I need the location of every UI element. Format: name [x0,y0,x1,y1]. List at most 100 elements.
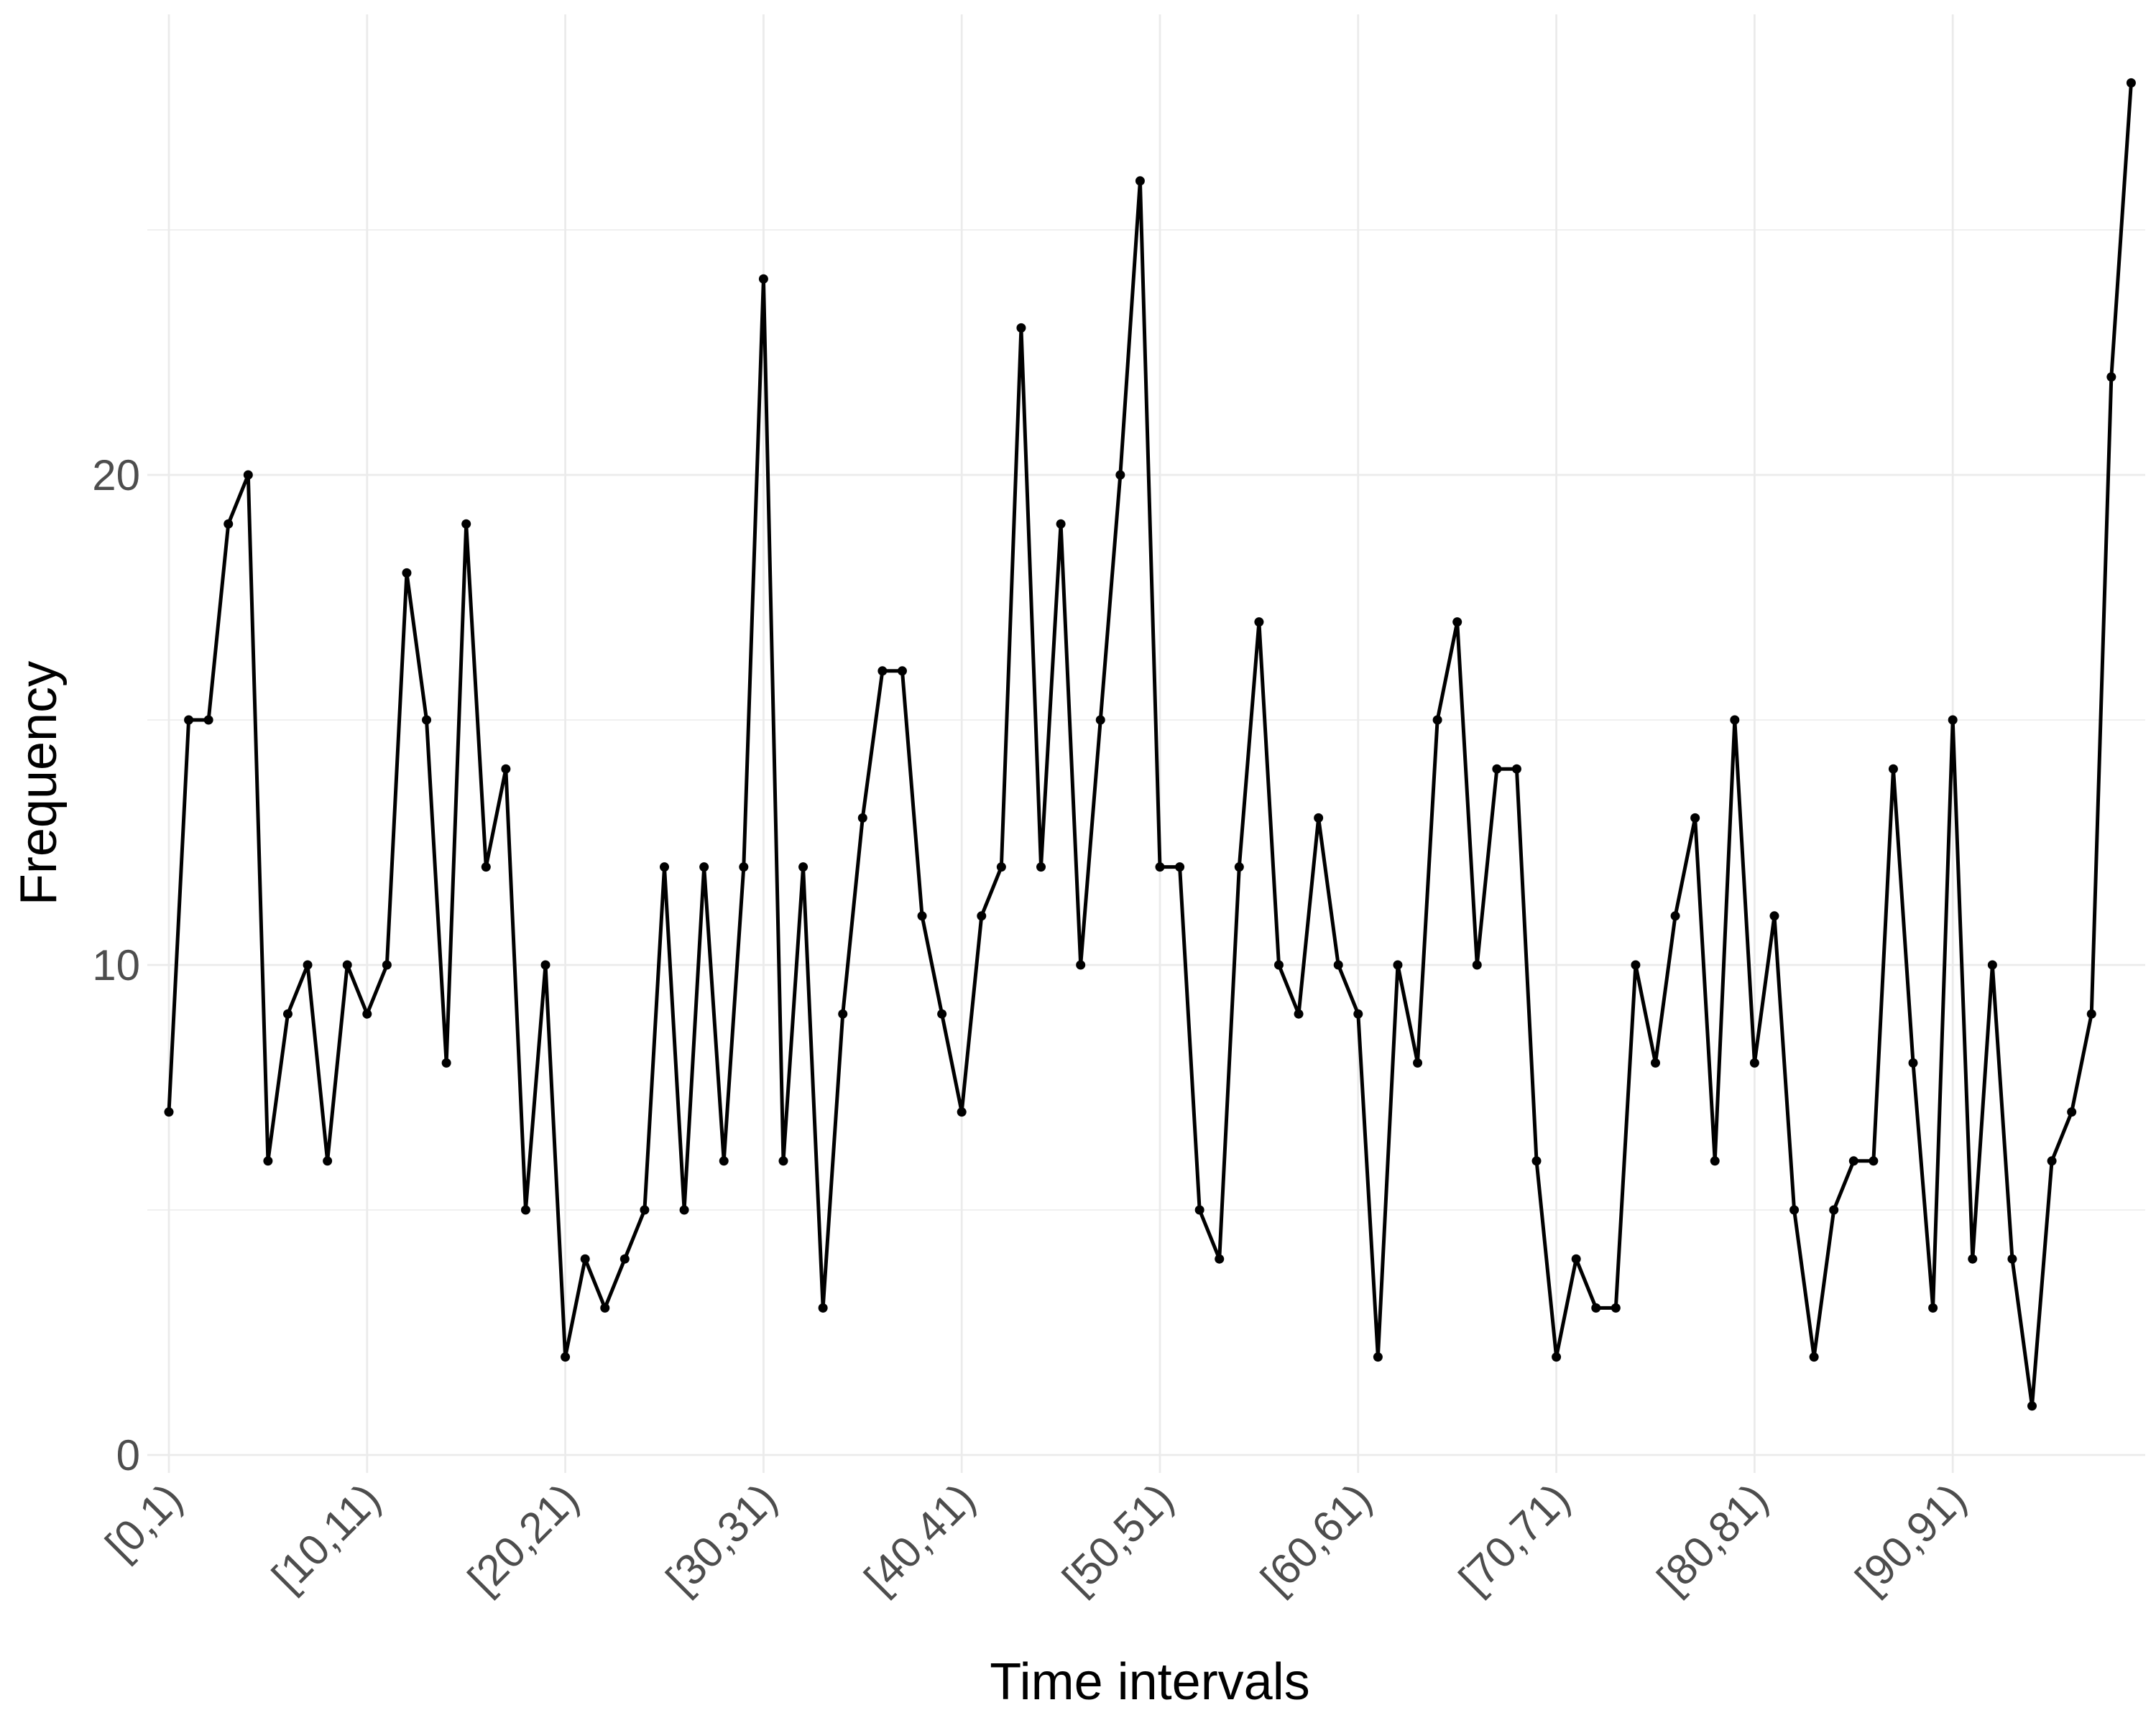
x-tick-label: [80,81) [1648,1474,1777,1603]
data-point [917,911,927,921]
data-point [897,666,907,676]
data-point [1413,1058,1423,1068]
data-point [1571,1254,1581,1264]
data-point [1333,960,1343,970]
data-point [1809,1352,1819,1362]
data-point [402,568,412,578]
data-point [778,1156,788,1166]
data-point [1353,1009,1363,1019]
data-point [540,960,550,970]
data-point [1472,960,1482,970]
data-point [640,1205,650,1215]
x-tick-label: [60,61) [1252,1474,1381,1603]
data-point [660,862,669,872]
x-tick-label: [30,31) [657,1474,786,1603]
data-point [1452,617,1462,627]
data-point [203,715,213,725]
data-point [818,1303,828,1313]
x-axis-title: Time intervals [990,1653,1309,1711]
data-point [520,1205,530,1215]
data-point [1215,1254,1225,1264]
data-point [2027,1401,2037,1411]
data-point [323,1156,333,1166]
data-point [2067,1107,2077,1117]
x-tick-label: [10,11) [263,1474,390,1601]
data-point [619,1254,630,1264]
data-point [362,1009,372,1019]
data-point [1076,960,1086,970]
data-point [1036,862,1046,872]
data-point [977,911,987,921]
data-point [1591,1303,1601,1313]
data-point [1552,1352,1562,1362]
data-point [739,862,749,872]
data-point [719,1156,729,1166]
data-point [1651,1058,1660,1068]
data-point [1254,617,1264,627]
x-axis-ticks: [0,1) [10,11) [20,21) [30,31) [40,41) [50,51)… [96,1474,1975,1603]
data-point [1670,911,1680,921]
x-tick-label: [40,41) [855,1474,984,1603]
data-point [1016,323,1026,333]
data-point [1690,813,1700,823]
data-point [1928,1303,1938,1313]
data-point [461,519,471,529]
data-point [957,1107,967,1117]
data-point [798,862,808,872]
x-tick-label: [0,1) [96,1474,191,1569]
data-point [1749,1058,1759,1068]
grid [147,14,2145,1473]
data-point [224,519,234,529]
x-tick-label: [50,51) [1054,1474,1182,1603]
data-point [1175,862,1185,872]
data-point [1848,1156,1858,1166]
x-tick-label: [90,91) [1846,1474,1975,1603]
data-point [2086,1009,2096,1019]
data-point [1294,1009,1304,1019]
data-point [1888,764,1898,774]
data-point [1492,764,1502,774]
data-point [1611,1303,1621,1313]
data-point [2007,1254,2017,1264]
data-point [1829,1205,1839,1215]
data-point [342,960,352,970]
data-point [600,1303,610,1313]
data-point [1631,960,1641,970]
data-point [1908,1058,1918,1068]
data-point [184,715,194,725]
data-point [996,862,1006,872]
series-layer [164,78,2136,1411]
data-point [243,470,253,480]
data-point [1730,715,1740,725]
data-point [1393,960,1403,970]
data-point [1373,1352,1383,1362]
y-axis-ticks: 0 10 20 [92,451,140,1479]
data-point [1314,813,1324,823]
y-tick-label: 10 [92,941,140,989]
data-point [441,1058,451,1068]
data-point [1789,1205,1800,1215]
data-point [1948,715,1958,725]
data-point [1155,862,1165,872]
data-point [1194,1205,1204,1215]
data-point [382,960,392,970]
data-point [1769,911,1779,921]
data-point [937,1009,947,1019]
data-point [1432,715,1442,725]
data-point [1987,960,1997,970]
data-point [877,666,888,676]
data-point [1710,1156,1720,1166]
data-point [1273,960,1284,970]
y-tick-label: 0 [116,1431,140,1479]
data-point [282,1009,292,1019]
data-point [2106,372,2116,382]
data-point [501,764,511,774]
data-point [481,862,491,872]
data-point [164,1107,174,1117]
data-point [2126,78,2136,88]
data-point [1869,1156,1879,1166]
data-point [561,1352,571,1362]
x-tick-label: [20,21) [459,1474,587,1603]
data-point [1234,862,1244,872]
